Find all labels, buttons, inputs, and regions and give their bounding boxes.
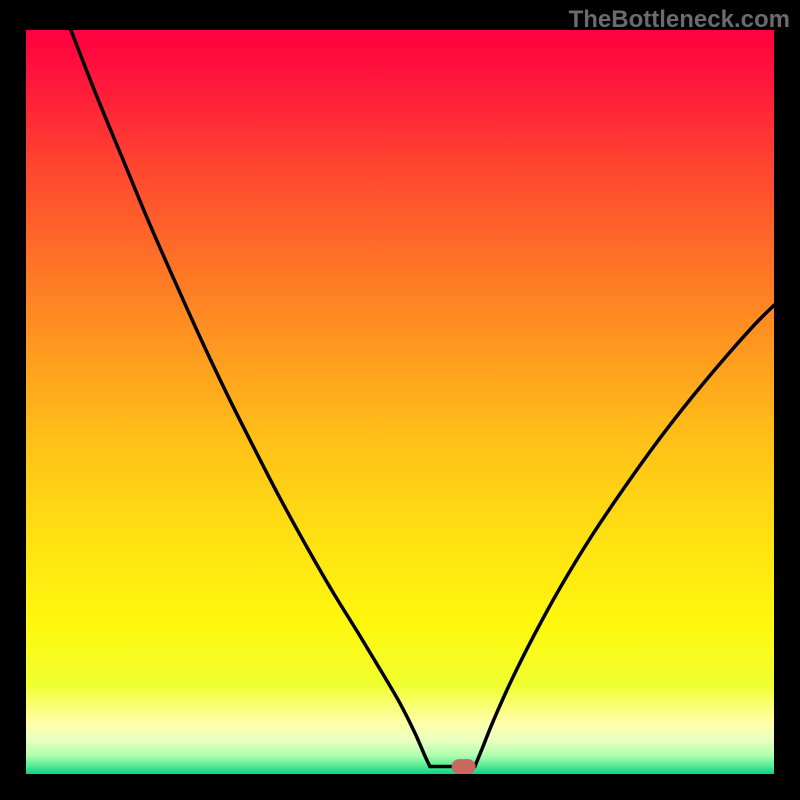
chart-svg: [26, 30, 774, 774]
plot-area: [26, 30, 774, 774]
gradient-background: [26, 30, 774, 774]
minimum-marker: [452, 759, 476, 774]
chart-container: TheBottleneck.com: [0, 0, 800, 800]
